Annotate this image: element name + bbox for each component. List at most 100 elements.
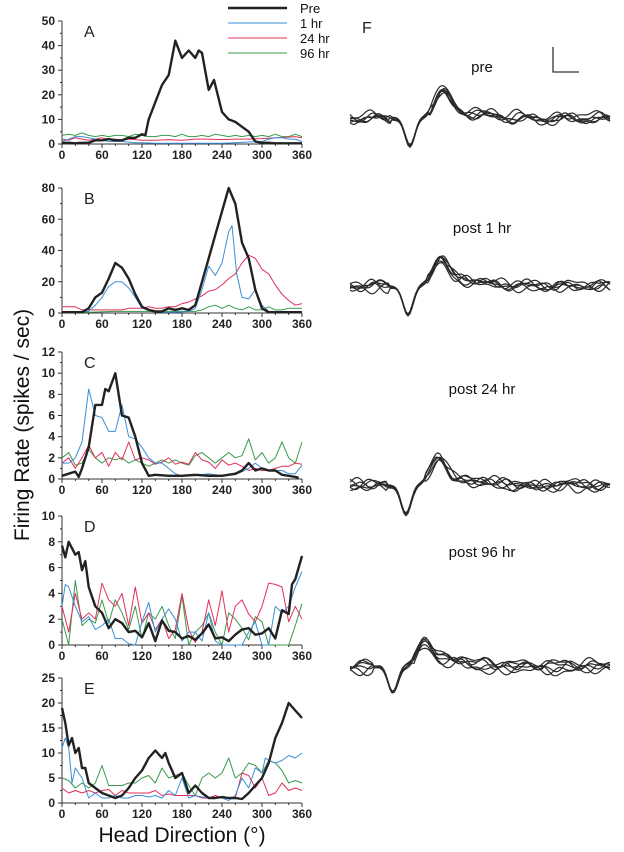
series-line-96hr <box>61 132 303 138</box>
panel-label: E <box>84 681 95 698</box>
y-tick-label: 12 <box>42 345 56 359</box>
series-line-24hr <box>62 254 303 311</box>
waveform-trace <box>349 459 611 517</box>
y-tick-label: 20 <box>42 275 56 289</box>
panel-e: 0 5 10 15 20 25 0 60 120 180 240 300 360 E <box>42 671 313 821</box>
x-tick-label: 300 <box>252 807 272 821</box>
x-tick-label: 360 <box>292 483 312 497</box>
x-tick-label: 60 <box>95 649 109 663</box>
x-tick-label: 120 <box>132 317 152 331</box>
waveform-trace <box>349 456 611 516</box>
waveform-trace <box>349 92 611 146</box>
y-tick-label: 6 <box>48 409 55 423</box>
legend-label: 24 hr <box>300 31 330 46</box>
series-line-24hr <box>61 136 303 141</box>
y-tick-label: 60 <box>42 212 56 226</box>
y-tick-label: 0 <box>48 638 55 652</box>
panel-label: D <box>84 519 96 536</box>
x-tick-label: 240 <box>212 317 232 331</box>
x-tick-label: 120 <box>132 148 152 162</box>
x-tick-label: 0 <box>59 649 66 663</box>
y-tick-label: 4 <box>48 430 55 444</box>
legend-label: 96 hr <box>300 46 330 61</box>
x-tick-label: 300 <box>252 649 272 663</box>
y-tick-label: 10 <box>42 509 56 523</box>
y-tick-label: 20 <box>42 88 56 102</box>
x-tick-label: 360 <box>292 649 312 663</box>
x-tick-label: 120 <box>132 807 152 821</box>
waveform-trace <box>349 640 611 692</box>
waveform-trace <box>349 643 611 693</box>
x-tick-label: 300 <box>252 317 272 331</box>
waveform-panel: F pre post 1 hr post 24 hr post 96 hr <box>349 20 611 694</box>
x-tick-label: 240 <box>212 807 232 821</box>
x-tick-label: 180 <box>172 317 192 331</box>
y-tick-label: 25 <box>42 671 56 685</box>
legend-label: 1 hr <box>300 16 323 31</box>
x-tick-label: 300 <box>252 483 272 497</box>
x-tick-label: 180 <box>172 649 192 663</box>
waveform-label: pre <box>471 59 493 76</box>
series-line-1hr <box>61 737 303 801</box>
waveform-label: post 1 hr <box>453 220 511 237</box>
series-line-pre <box>62 186 302 314</box>
x-tick-label: 60 <box>95 483 109 497</box>
x-tick-label: 240 <box>212 483 232 497</box>
y-tick-label: 10 <box>42 366 56 380</box>
x-tick-label: 240 <box>212 649 232 663</box>
series-line-96hr <box>61 580 303 646</box>
series-line-24hr <box>61 582 303 643</box>
x-tick-label: 60 <box>95 317 109 331</box>
waveform-label: post 24 hr <box>449 381 516 398</box>
y-tick-label: 30 <box>42 63 56 77</box>
waveform-group: post 1 hr <box>349 220 611 317</box>
x-tick-label: 0 <box>59 483 66 497</box>
panel-label-f: F <box>362 20 372 37</box>
waveform-trace <box>349 255 611 317</box>
panel-label: C <box>84 355 96 372</box>
panel-b: 0 20 40 60 80 0 60 120 180 240 300 360 B <box>42 181 313 331</box>
y-tick-label: 80 <box>42 181 56 195</box>
series-line-1hr <box>61 571 303 646</box>
waveform-group: pre <box>349 59 611 149</box>
waveform-trace <box>349 260 611 316</box>
x-tick-label: 60 <box>95 148 109 162</box>
y-tick-label: 10 <box>42 746 56 760</box>
y-tick-label: 0 <box>48 137 55 151</box>
x-axis-label: Head Direction (°) <box>98 824 265 847</box>
waveform-trace <box>349 88 611 146</box>
y-tick-label: 15 <box>42 721 56 735</box>
y-tick-label: 2 <box>48 451 55 465</box>
series-line-pre <box>61 372 300 480</box>
y-tick-label: 6 <box>48 561 55 575</box>
panel-a: 0 10 20 30 40 50 0 60 120 180 240 300 360 A <box>42 14 313 162</box>
y-tick-label: 5 <box>48 771 55 785</box>
x-tick-label: 0 <box>59 317 66 331</box>
y-tick-label: 8 <box>48 387 55 401</box>
panel-d: 0 2 4 6 8 10 0 60 120 180 240 300 360 D <box>42 509 313 663</box>
waveform-trace <box>349 637 611 694</box>
series-line-pre <box>60 540 304 643</box>
waveform-label: post 96 hr <box>449 544 516 561</box>
x-tick-label: 180 <box>172 148 192 162</box>
x-tick-label: 300 <box>252 148 272 162</box>
series-line-1hr <box>62 225 302 313</box>
x-tick-label: 360 <box>292 807 312 821</box>
y-tick-label: 40 <box>42 39 56 53</box>
series-line-pre <box>60 701 303 801</box>
y-tick-label: 50 <box>42 14 56 28</box>
y-tick-label: 4 <box>48 586 55 600</box>
legend-label: Pre <box>300 1 320 16</box>
y-tick-label: 8 <box>48 535 55 549</box>
x-tick-label: 180 <box>172 807 192 821</box>
y-tick-label: 10 <box>42 112 56 126</box>
y-tick-label: 40 <box>42 244 56 258</box>
panel-label: B <box>84 191 95 208</box>
x-tick-label: 120 <box>132 649 152 663</box>
y-tick-label: 0 <box>48 796 55 810</box>
x-tick-label: 0 <box>59 148 66 162</box>
